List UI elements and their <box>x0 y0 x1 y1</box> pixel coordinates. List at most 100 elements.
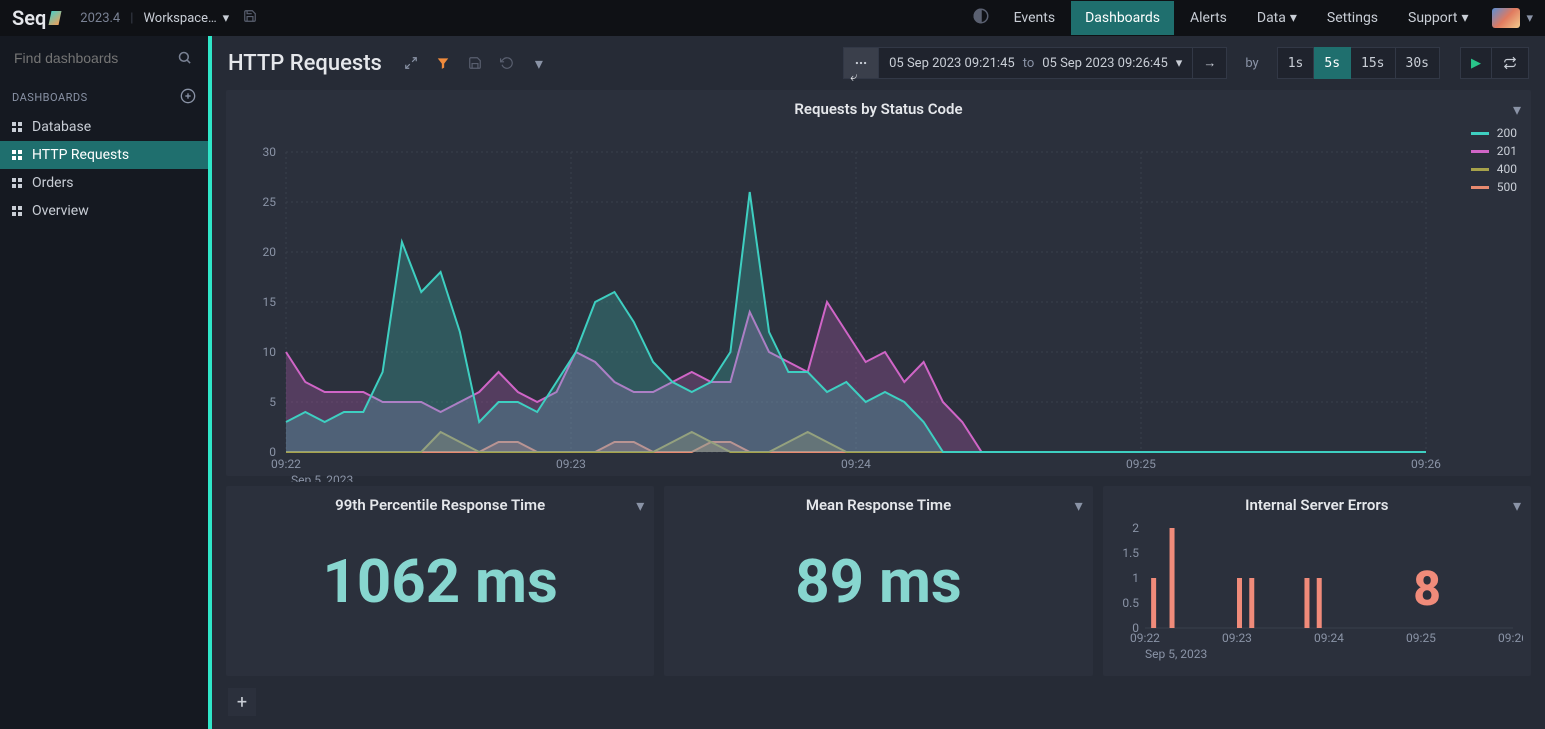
legend-label: 400 <box>1497 162 1517 176</box>
user-menu-chevron-icon[interactable]: ▾ <box>1526 11 1533 26</box>
legend-label: 201 <box>1497 144 1517 158</box>
nav-data[interactable]: Data ▾ <box>1243 1 1311 35</box>
filter-icon[interactable] <box>432 52 454 74</box>
sidebar-item-database[interactable]: Database <box>0 113 208 141</box>
add-panel-button[interactable]: + <box>228 688 256 716</box>
svg-text:1.5: 1.5 <box>1122 546 1139 560</box>
svg-text:09:24: 09:24 <box>841 457 871 471</box>
ise-chart-svg[interactable]: 00.511.5209:2209:2309:2409:2509:26Sep 5,… <box>1103 518 1523 668</box>
playback-group: ▶ <box>1460 47 1529 79</box>
panel-menu-chevron-icon[interactable]: ▾ <box>1513 100 1521 119</box>
sidebar-header: DASHBOARDS <box>0 80 208 113</box>
legend-item-500[interactable]: 500 <box>1471 180 1517 194</box>
svg-text:1: 1 <box>1132 571 1139 585</box>
chevron-down-icon: ▾ <box>1290 10 1297 26</box>
interval-30s[interactable]: 30s <box>1396 47 1440 79</box>
add-dashboard-icon[interactable] <box>180 88 196 107</box>
undo-icon[interactable] <box>496 52 518 74</box>
svg-text:5: 5 <box>269 395 276 409</box>
nav-dashboards[interactable]: Dashboards <box>1071 1 1174 35</box>
mean-value: 89 ms <box>664 518 1092 617</box>
p99-value: 1062 ms <box>226 518 654 617</box>
svg-text:15: 15 <box>263 295 277 309</box>
time-range-group: ⤶ 05 Sep 2023 09:21:45 to 05 Sep 2023 09… <box>843 47 1227 79</box>
sidebar-item-overview[interactable]: Overview <box>0 197 208 225</box>
sidebar-item-label: HTTP Requests <box>32 147 129 163</box>
svg-text:09:26: 09:26 <box>1498 631 1523 645</box>
grid-icon <box>12 206 22 216</box>
refresh-loop-icon[interactable] <box>1492 47 1529 79</box>
sidebar-item-label: Overview <box>32 203 89 219</box>
fullscreen-icon[interactable] <box>400 52 422 74</box>
nav-alerts[interactable]: Alerts <box>1176 1 1241 35</box>
chart-legend: 200 201 400 500 <box>1471 126 1517 198</box>
nav-settings[interactable]: Settings <box>1313 1 1392 35</box>
panel-title: 99th Percentile Response Time <box>226 486 654 518</box>
pagebar: HTTP Requests ▾ ⤶ 05 Sep 202 <box>212 36 1545 90</box>
interval-5s[interactable]: 5s <box>1314 47 1351 79</box>
sidebar-item-http-requests[interactable]: HTTP Requests <box>0 141 208 169</box>
panel-ise: Internal Server Errors ▾ 00.511.5209:220… <box>1103 486 1531 676</box>
chevron-down-icon: ▾ <box>1461 10 1468 26</box>
page-title: HTTP Requests <box>228 51 382 76</box>
grid-icon <box>12 150 22 160</box>
svg-text:Sep 5, 2023: Sep 5, 2023 <box>291 473 353 482</box>
time-range-menu-icon[interactable]: ⤶ <box>843 47 879 79</box>
logo-mark-icon <box>49 11 62 25</box>
more-chevron-icon[interactable]: ▾ <box>528 52 550 74</box>
sidebar-search <box>0 36 208 80</box>
ise-value: 8 <box>1413 560 1441 617</box>
search-icon[interactable] <box>177 50 192 69</box>
main: HTTP Requests ▾ ⤶ 05 Sep 202 <box>212 36 1545 729</box>
play-icon[interactable]: ▶ <box>1460 47 1492 79</box>
interval-1s[interactable]: 1s <box>1277 47 1315 79</box>
app-name: Seq <box>12 6 46 30</box>
search-input[interactable] <box>10 44 198 72</box>
sidebar: DASHBOARDS Database HTTP Requests Orders Ov… <box>0 36 208 729</box>
svg-text:2: 2 <box>1132 521 1139 535</box>
save-page-icon[interactable] <box>464 52 486 74</box>
time-range-selector[interactable]: 05 Sep 2023 09:21:45 to 05 Sep 2023 09:2… <box>879 47 1193 79</box>
nav-events[interactable]: Events <box>1000 1 1069 35</box>
avatar[interactable] <box>1492 8 1520 28</box>
grid-icon <box>12 122 22 132</box>
theme-toggle-icon[interactable] <box>972 7 990 29</box>
by-label: by <box>1245 56 1258 71</box>
svg-text:09:22: 09:22 <box>1130 631 1160 645</box>
legend-item-400[interactable]: 400 <box>1471 162 1517 176</box>
chevron-down-icon: ▾ <box>1176 56 1183 71</box>
legend-label: 500 <box>1497 180 1517 194</box>
panel-menu-chevron-icon[interactable]: ▾ <box>1075 496 1083 515</box>
legend-item-200[interactable]: 200 <box>1471 126 1517 140</box>
svg-text:Sep 5, 2023: Sep 5, 2023 <box>1145 647 1207 661</box>
topbar: Seq 2023.4 | Workspace… ▾ Events Dashboa… <box>0 0 1545 36</box>
sidebar-header-label: DASHBOARDS <box>12 91 88 104</box>
svg-text:10: 10 <box>263 345 277 359</box>
panel-requests-by-status: Requests by Status Code ▾ 200 201 400 500 0… <box>226 90 1531 476</box>
time-to-label: to <box>1023 56 1035 71</box>
interval-15s[interactable]: 15s <box>1351 47 1395 79</box>
panel-menu-chevron-icon[interactable]: ▾ <box>1513 496 1521 515</box>
time-to: 05 Sep 2023 09:26:45 <box>1042 56 1168 71</box>
save-icon[interactable] <box>243 9 257 27</box>
panel-mean: Mean Response Time ▾ 89 ms <box>664 486 1092 676</box>
chart-svg[interactable]: 05101520253009:2209:2309:2409:2509:26Sep… <box>226 122 1516 482</box>
grid-icon <box>12 178 22 188</box>
sidebar-item-orders[interactable]: Orders <box>0 169 208 197</box>
svg-text:09:25: 09:25 <box>1126 457 1156 471</box>
svg-text:20: 20 <box>263 245 277 259</box>
logo[interactable]: Seq <box>12 6 60 30</box>
nav-support[interactable]: Support ▾ <box>1394 1 1482 35</box>
svg-text:0.5: 0.5 <box>1122 596 1139 610</box>
sidebar-item-label: Database <box>32 119 91 135</box>
workspace-label: Workspace… <box>143 11 216 26</box>
workspace-selector[interactable]: Workspace… ▾ <box>143 11 229 26</box>
panel-title: Mean Response Time <box>664 486 1092 518</box>
time-apply-icon[interactable]: → <box>1193 47 1227 79</box>
legend-swatch-icon <box>1471 150 1489 153</box>
panel-title: Requests by Status Code <box>226 90 1531 122</box>
legend-swatch-icon <box>1471 132 1489 135</box>
svg-text:09:22: 09:22 <box>271 457 301 471</box>
legend-item-201[interactable]: 201 <box>1471 144 1517 158</box>
panel-menu-chevron-icon[interactable]: ▾ <box>636 496 644 515</box>
